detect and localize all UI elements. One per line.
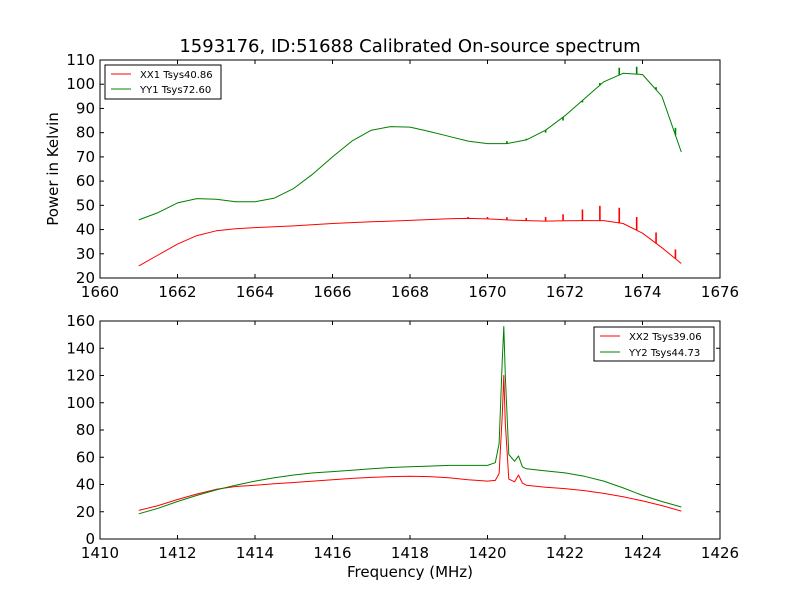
top-x-tick-label: 1674 bbox=[623, 283, 661, 301]
top-y-tick-label: 80 bbox=[76, 124, 95, 142]
top-y-tick-label: 20 bbox=[76, 269, 95, 287]
figure-title: 1593176, ID:51688 Calibrated On-source s… bbox=[179, 36, 640, 57]
top-x-tick-label: 1666 bbox=[313, 283, 351, 301]
top-y-tick-label: 30 bbox=[76, 245, 95, 263]
bottom-x-tick-label: 1416 bbox=[313, 544, 351, 562]
bottom-legend-box bbox=[593, 326, 715, 362]
top-x-tick-label: 1672 bbox=[546, 283, 584, 301]
bottom-legend-label-xx2: XX2 Tsys39.06 bbox=[629, 332, 702, 343]
bottom-x-tick-label: 1414 bbox=[236, 544, 274, 562]
bottom-x-tick-label: 1422 bbox=[546, 544, 584, 562]
bottom-y-tick-label: 80 bbox=[76, 421, 95, 439]
bottom-x-tick-label: 1410 bbox=[81, 544, 119, 562]
top-y-tick-label: 70 bbox=[76, 148, 95, 166]
bottom-x-tick-label: 1424 bbox=[623, 544, 661, 562]
bottom-legend: XX2 Tsys39.06 YY2 Tsys44.73 bbox=[593, 326, 715, 362]
top-series-line-yy1 bbox=[138, 72, 682, 221]
bottom-x-tick-label: 1412 bbox=[158, 544, 196, 562]
top-y-tick-label: 40 bbox=[76, 221, 95, 239]
top-legend-label-xx1: XX1 Tsys40.86 bbox=[140, 70, 213, 81]
top-y-tick-label: 90 bbox=[76, 99, 95, 117]
top-x-tick-label: 1670 bbox=[468, 283, 506, 301]
top-legend: XX1 Tsys40.86 YY1 Tsys72.60 bbox=[104, 64, 222, 100]
bottom-series-line-yy2 bbox=[138, 326, 682, 515]
bottom-y-tick-label: 120 bbox=[66, 367, 95, 385]
bottom-y-tick-label: 100 bbox=[66, 394, 95, 412]
top-y-tick-label: 110 bbox=[66, 51, 95, 69]
top-x-tick-label: 1662 bbox=[158, 283, 196, 301]
bottom-x-tick-label: 1426 bbox=[701, 544, 739, 562]
top-x-tick-label: 1676 bbox=[701, 283, 739, 301]
top-y-tick-label: 60 bbox=[76, 172, 95, 190]
top-y-tick-label: 100 bbox=[66, 75, 95, 93]
bottom-y-tick-label: 0 bbox=[85, 530, 95, 548]
bottom-y-tick-label: 140 bbox=[66, 339, 95, 357]
bottom-series-line-xx2 bbox=[138, 375, 682, 512]
bottom-y-tick-label: 20 bbox=[76, 503, 95, 521]
top-series-line-xx1 bbox=[138, 217, 682, 267]
top-x-tick-label: 1664 bbox=[236, 283, 274, 301]
top-x-tick-label: 1668 bbox=[391, 283, 429, 301]
top-x-tick-label: 1660 bbox=[81, 283, 119, 301]
bottom-y-tick-label: 160 bbox=[66, 312, 95, 330]
top-legend-box bbox=[104, 64, 222, 100]
top-legend-label-yy1: YY1 Tsys72.60 bbox=[139, 85, 211, 96]
bottom-y-tick-label: 60 bbox=[76, 448, 95, 466]
bottom-x-axis-label: Frequency (MHz) bbox=[347, 563, 473, 581]
bottom-x-tick-label: 1418 bbox=[391, 544, 429, 562]
top-y-axis-label: Power in Kelvin bbox=[44, 112, 62, 226]
bottom-y-tick-label: 40 bbox=[76, 476, 95, 494]
bottom-legend-label-yy2: YY2 Tsys44.73 bbox=[628, 348, 700, 359]
top-y-tick-label: 50 bbox=[76, 196, 95, 214]
bottom-x-tick-label: 1420 bbox=[468, 544, 506, 562]
